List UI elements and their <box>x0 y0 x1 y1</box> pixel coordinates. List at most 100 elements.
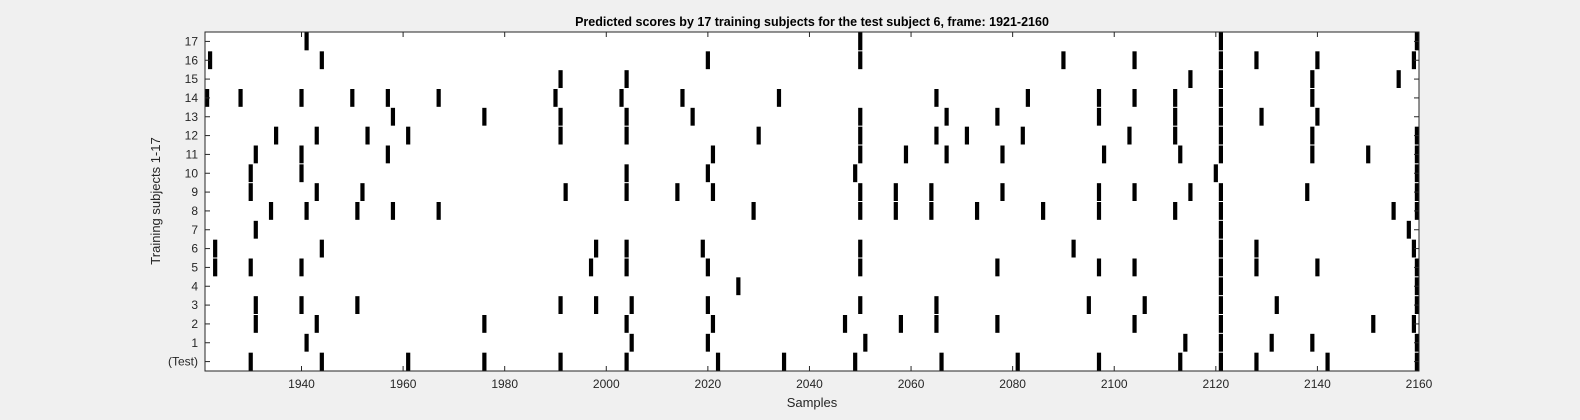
y-axis-label: Training subjects 1-17 <box>148 137 163 264</box>
score-mark <box>1366 145 1371 164</box>
x-tick-label: 2080 <box>999 377 1026 391</box>
score-mark <box>903 145 909 164</box>
score-mark <box>304 333 309 352</box>
score-mark <box>558 107 563 126</box>
score-mark <box>939 352 944 371</box>
y-tick-label: 11 <box>186 147 199 161</box>
score-mark <box>482 315 487 333</box>
score-mark <box>1218 126 1223 145</box>
score-mark <box>929 183 934 201</box>
score-mark <box>436 89 441 107</box>
y-tick-label: (Test) <box>168 355 198 369</box>
score-mark <box>268 202 274 220</box>
score-mark <box>253 145 258 164</box>
score-mark <box>253 315 258 333</box>
x-tick-label: 2140 <box>1304 377 1331 391</box>
score-mark <box>406 126 411 145</box>
score-mark <box>390 202 396 220</box>
score-mark <box>558 352 563 371</box>
x-tick-label: 2120 <box>1202 377 1229 391</box>
score-mark <box>1025 89 1030 107</box>
score-mark <box>213 239 218 258</box>
score-mark <box>944 107 949 126</box>
score-mark <box>1259 107 1264 126</box>
score-mark <box>1310 70 1315 88</box>
score-mark <box>360 183 365 201</box>
score-mark <box>1178 145 1183 164</box>
score-mark <box>1173 126 1178 145</box>
score-mark <box>675 183 680 201</box>
score-mark <box>1096 107 1102 126</box>
score-mark <box>700 239 705 258</box>
score-mark <box>715 352 721 371</box>
score-mark <box>934 315 939 333</box>
score-mark <box>1218 296 1223 314</box>
score-mark <box>1132 315 1137 333</box>
x-axis: 1940 1960 1980 2000 2020 2040 2060 2080 2100 2120… <box>288 32 1433 391</box>
y-tick-label: 15 <box>185 72 199 86</box>
score-mark <box>781 352 787 371</box>
y-tick-label: 10 <box>185 166 199 180</box>
score-mark <box>1132 89 1137 107</box>
score-mark <box>299 89 304 107</box>
y-tick-label: 16 <box>185 53 199 67</box>
score-mark <box>624 70 629 88</box>
score-mark <box>964 126 970 145</box>
y-tick-label: 6 <box>191 242 198 256</box>
score-mark <box>1218 32 1223 51</box>
score-mark <box>304 32 309 51</box>
score-mark <box>1218 145 1223 164</box>
score-mark <box>1315 258 1320 277</box>
score-mark <box>1096 89 1102 107</box>
score-mark <box>1218 277 1223 296</box>
score-mark <box>390 107 396 126</box>
y-tick-label: 4 <box>191 279 198 293</box>
score-mark <box>1406 220 1411 239</box>
score-mark <box>1213 164 1218 183</box>
score-mark <box>705 333 710 352</box>
score-mark <box>893 202 898 220</box>
score-mark <box>350 89 355 107</box>
score-mark <box>253 296 258 314</box>
y-tick-label: 9 <box>191 185 198 199</box>
score-mark <box>207 51 213 70</box>
score-mark <box>1218 51 1223 70</box>
y-tick-label: 3 <box>191 298 198 312</box>
score-mark <box>314 315 319 333</box>
score-mark <box>1254 51 1259 70</box>
score-mark <box>995 258 1000 277</box>
x-axis-label: Samples <box>787 395 838 410</box>
score-mark <box>858 126 863 145</box>
score-mark <box>1315 51 1320 70</box>
score-mark <box>624 183 629 201</box>
score-mark <box>1173 107 1178 126</box>
score-mark <box>319 51 324 70</box>
score-mark <box>213 258 218 277</box>
score-mark <box>319 239 324 258</box>
score-mark <box>1127 126 1132 145</box>
score-mark <box>1015 352 1020 371</box>
score-mark <box>238 89 243 107</box>
score-mark <box>1178 352 1183 371</box>
y-tick-label: 5 <box>191 260 198 274</box>
score-mark <box>710 183 716 201</box>
score-mark <box>1218 333 1223 352</box>
score-mark <box>248 183 253 201</box>
score-mark <box>995 315 1000 333</box>
score-mark <box>624 164 629 183</box>
x-tick-label: 1940 <box>288 377 315 391</box>
score-mark <box>858 258 863 277</box>
score-mark <box>253 220 258 239</box>
score-mark <box>974 202 980 220</box>
score-mark <box>858 51 863 70</box>
score-mark <box>319 352 324 371</box>
score-mark <box>1142 296 1147 314</box>
score-mark <box>858 183 863 201</box>
score-mark <box>710 315 716 333</box>
score-mark <box>248 352 253 371</box>
score-mark <box>690 107 695 126</box>
score-mark <box>1071 239 1076 258</box>
y-tick-label: 12 <box>185 129 199 143</box>
score-mark <box>355 202 360 220</box>
score-mark <box>594 239 599 258</box>
